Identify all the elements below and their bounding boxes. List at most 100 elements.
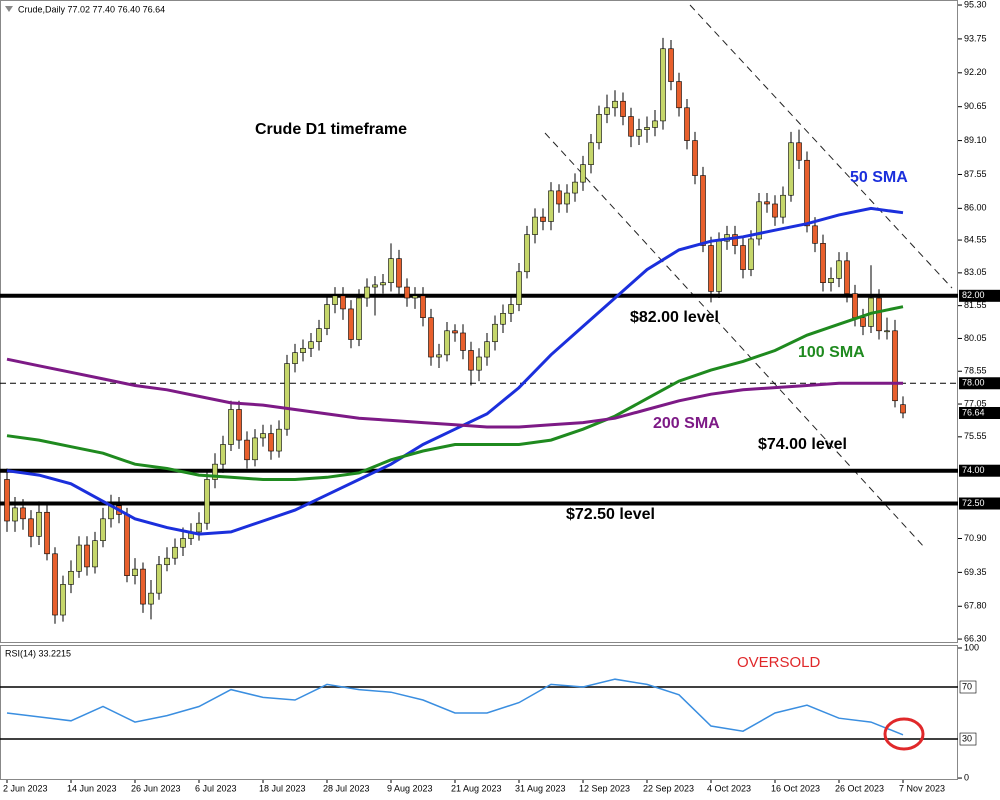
candle-body [700, 175, 706, 246]
candle-body [28, 518, 34, 537]
x-tick-label: 18 Jul 2023 [259, 783, 306, 793]
candle-body [564, 192, 570, 205]
candle-body [692, 140, 698, 176]
candle-body [884, 330, 890, 333]
candle-body [388, 258, 394, 283]
y-tick-label: 83.05 [964, 267, 987, 277]
symbol-icon [5, 6, 13, 12]
candle-body [92, 540, 98, 568]
candle-body [876, 297, 882, 332]
candle-body [132, 568, 138, 576]
y-tick-label: 89.10 [964, 135, 987, 145]
candle-body [540, 216, 546, 222]
candle-body [4, 479, 10, 522]
x-tick-label: 21 Aug 2023 [451, 783, 502, 793]
rsi-level-label: 30 [962, 733, 972, 743]
y-tick-label: 84.55 [964, 234, 987, 244]
annotation: $74.00 level [758, 436, 847, 453]
candle-body [604, 107, 610, 115]
candle-body [404, 286, 410, 299]
x-tick-label: 12 Sep 2023 [579, 783, 630, 793]
candle-body [124, 514, 130, 576]
x-tick-label: 2 Jun 2023 [3, 783, 48, 793]
sma-line [6, 305, 904, 481]
candle-body [300, 347, 306, 353]
candle-body [596, 114, 602, 144]
candle-body [548, 190, 554, 222]
price-panel-frame [0, 0, 958, 643]
candle-body [772, 203, 778, 218]
level-label-box [959, 497, 1000, 510]
candle-body [460, 332, 466, 351]
y-tick-label: 86.00 [964, 203, 987, 213]
candle-body [620, 100, 626, 117]
candle-body [316, 328, 322, 343]
candle-body [308, 341, 314, 349]
rsi-level-box [959, 732, 977, 746]
candle-body [532, 216, 538, 235]
candle-body [52, 553, 58, 616]
rsi-level-box [959, 680, 977, 694]
candle-body [220, 444, 226, 465]
candle-body [788, 142, 794, 196]
level-label: 82.00 [962, 290, 985, 300]
y-tick-label: 81.55 [964, 300, 987, 310]
y-tick-label: 92.20 [964, 67, 987, 77]
level-label-box [959, 377, 1000, 390]
sma-label: 200 SMA [653, 415, 720, 432]
axes: 95.30 93.75 92.20 90.65 89.10 87.55 86.00 84.55… [3, 0, 1000, 793]
candle-body [348, 308, 354, 340]
rsi-label: RSI(14) 33.2215 [5, 648, 71, 658]
candle-body [812, 225, 818, 244]
candle-body [60, 584, 66, 616]
candle-body [580, 164, 586, 183]
candle-body [436, 354, 442, 358]
annotation: Crude D1 timeframe [255, 121, 407, 138]
x-tick-label: 6 Jul 2023 [195, 783, 237, 793]
candle-body [644, 127, 650, 130]
candle-body [892, 330, 898, 402]
rsi-tick-label: 0 [964, 772, 969, 782]
candle-body [268, 433, 274, 452]
candle-body [652, 120, 658, 128]
x-tick-label: 28 Jul 2023 [323, 783, 370, 793]
candle-body [36, 511, 42, 537]
annotation: $72.50 level [566, 506, 655, 523]
y-tick-label: 66.30 [964, 633, 987, 643]
candle-body [236, 409, 242, 441]
candle-body [100, 518, 106, 541]
candle-body [636, 129, 642, 137]
price-label-box [959, 406, 1000, 419]
candle-body [212, 463, 218, 480]
candle-body [836, 260, 842, 279]
x-tick-label: 4 Oct 2023 [707, 783, 751, 793]
y-tick-label: 69.35 [964, 567, 987, 577]
candle-body [508, 304, 514, 314]
trend-line [689, 4, 953, 289]
candle-body [828, 278, 834, 283]
candle-body [708, 245, 714, 292]
candle-body [740, 245, 746, 270]
candle-body [484, 341, 490, 358]
candle-body [556, 190, 562, 205]
y-tick-label: 90.65 [964, 101, 987, 111]
candle-body [292, 352, 298, 364]
rsi-annotation: OVERSOLD [737, 654, 821, 671]
sma-label: 50 SMA [850, 169, 908, 186]
candle-body [524, 234, 530, 273]
candle-body [732, 234, 738, 246]
y-tick-label: 75.55 [964, 431, 987, 441]
candle-body [900, 404, 906, 414]
candle-body [492, 323, 498, 343]
level-label: 74.00 [962, 465, 985, 475]
candle-body [20, 507, 26, 520]
candle-body [76, 544, 82, 572]
candle-body [68, 570, 74, 585]
candle-body [820, 243, 826, 283]
candle-body [780, 194, 786, 218]
oversold-circle [883, 717, 925, 751]
candle-body [164, 557, 170, 566]
